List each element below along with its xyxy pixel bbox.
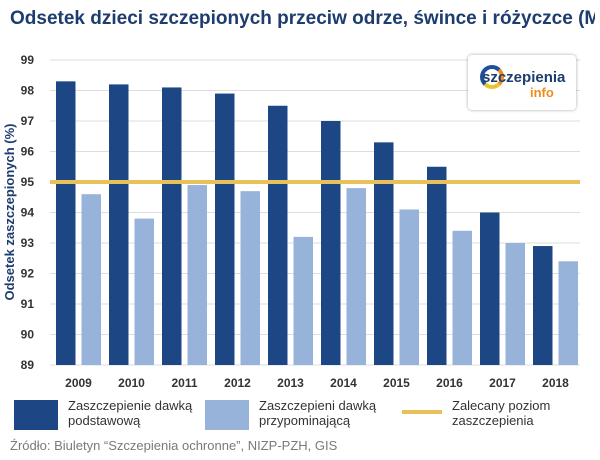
x-tick-label: 2011 — [171, 376, 197, 390]
bar-primary — [109, 84, 129, 366]
logo: szczepienia info — [468, 55, 576, 110]
y-axis-ticks: 89 90 91 92 93 94 95 96 97 98 99 — [21, 53, 35, 372]
bar-primary — [56, 81, 76, 365]
bars — [56, 81, 578, 366]
x-tick-label: 2015 — [383, 376, 410, 390]
bar-primary — [533, 246, 553, 365]
x-tick-label: 2017 — [489, 376, 516, 390]
logo-ring-icon — [480, 65, 504, 89]
y-tick-label: 98 — [21, 84, 35, 98]
y-tick-label: 93 — [21, 236, 35, 250]
legend: Zaszczepienie dawką podstawową Zaszczepi… — [0, 396, 600, 436]
legend-label-booster: Zaszczepieni dawką przypominającą — [259, 398, 377, 428]
bar-booster — [505, 243, 525, 365]
y-tick-label: 89 — [21, 358, 35, 372]
legend-label-primary: Zaszczepienie dawką podstawową — [68, 398, 193, 428]
y-axis-label: Odsetek zaszczepionych (%) — [2, 124, 17, 301]
bar-booster — [240, 191, 260, 365]
y-tick-label: 96 — [21, 145, 35, 159]
bar-primary — [268, 105, 288, 365]
bar-booster — [346, 188, 366, 365]
bar-booster — [187, 185, 207, 365]
legend-swatch-primary — [14, 400, 58, 430]
bar-booster — [293, 236, 313, 365]
y-tick-label: 97 — [21, 114, 35, 128]
x-tick-label: 2014 — [330, 376, 357, 390]
x-tick-label: 2016 — [436, 376, 463, 390]
x-tick-label: 2013 — [277, 376, 304, 390]
source-note: Źródło: Biuletyn “Szczepienia ochronne”,… — [10, 438, 338, 453]
x-tick-label: 2009 — [65, 376, 92, 390]
x-tick-label: 2018 — [542, 376, 569, 390]
bar-booster — [81, 194, 101, 365]
y-tick-label: 99 — [21, 53, 35, 67]
bar-booster — [399, 209, 419, 365]
y-tick-label: 94 — [21, 206, 35, 220]
legend-swatch-booster — [205, 400, 249, 430]
y-tick-label: 91 — [21, 297, 35, 311]
bar-primary — [480, 212, 500, 365]
bar-primary — [321, 121, 341, 365]
x-tick-label: 2012 — [224, 376, 251, 390]
bar-primary — [374, 142, 394, 365]
bar-primary — [427, 166, 447, 365]
y-tick-label: 92 — [21, 267, 35, 281]
bar-booster — [134, 218, 154, 365]
logo-text-sub: info — [530, 85, 554, 100]
logo-text-main: szczepienia — [482, 69, 566, 86]
bar-booster — [452, 230, 472, 365]
bar-primary — [162, 87, 182, 365]
bar-primary — [215, 93, 235, 366]
x-tick-label: 2010 — [118, 376, 145, 390]
y-tick-label: 95 — [21, 175, 35, 189]
x-axis-ticks: 2009 2010 2011 2012 2013 2014 2015 2016 2017 2018 — [65, 376, 569, 390]
chart-title: Odsetek dzieci szczepionych przeciw odrz… — [10, 8, 595, 29]
y-tick-label: 90 — [21, 328, 35, 342]
bar-booster — [558, 261, 578, 365]
legend-label-threshold: Zalecany poziom zaszczepienia — [452, 398, 551, 428]
legend-swatch-threshold — [402, 410, 442, 414]
